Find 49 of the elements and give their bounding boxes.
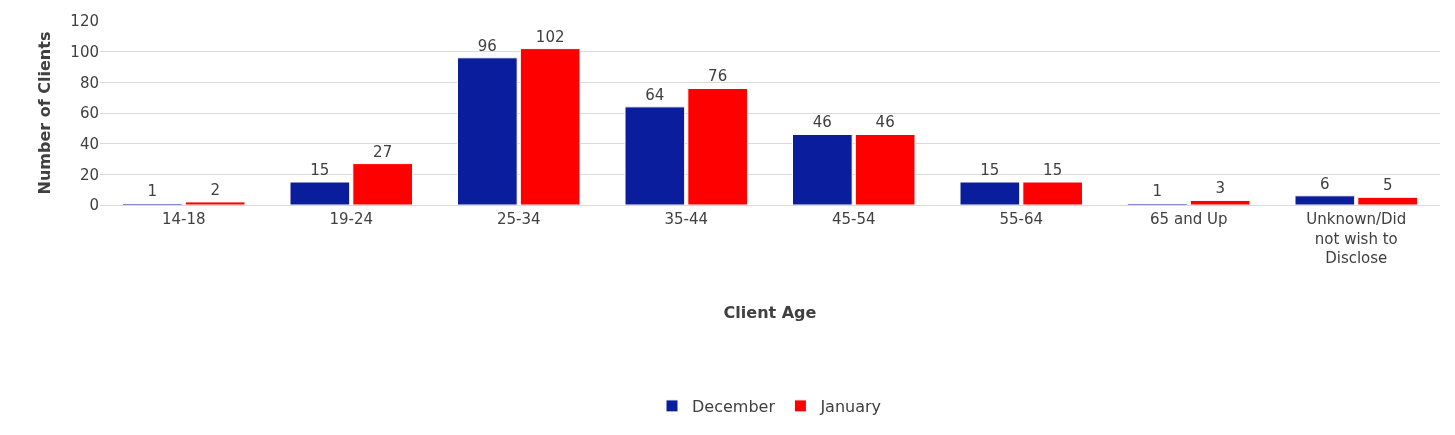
x-tick-label: 65 and Up [1150, 210, 1228, 228]
legend-label: January [819, 397, 882, 417]
y-tick-label: 0 [89, 196, 99, 215]
bar [1189, 199, 1251, 205]
data-label: 5 [1382, 176, 1393, 195]
bar [624, 106, 686, 205]
data-label: 6 [1320, 174, 1330, 193]
x-tick-label: 19-24 [329, 210, 374, 228]
data-label: 46 [812, 113, 832, 132]
x-axis-title: Client Age [723, 302, 817, 322]
data-label: 64 [645, 85, 665, 104]
x-tick-label: 25-34 [496, 210, 541, 228]
x-tick-label: 55-64 [999, 210, 1044, 228]
data-label: 2 [210, 180, 220, 199]
legend-label: December [692, 397, 776, 417]
bar [687, 87, 748, 205]
y-tick-label: 60 [79, 104, 99, 123]
y-tick-label: 100 [70, 42, 99, 61]
bar [352, 163, 413, 205]
data-label: 76 [708, 67, 728, 86]
bar [289, 181, 351, 205]
x-tick-label: 14-18 [161, 210, 206, 228]
y-tick-label: 80 [79, 73, 99, 92]
data-label: 46 [875, 113, 895, 132]
y-tick-label: 120 [70, 12, 99, 31]
data-label: 27 [373, 142, 393, 161]
bar [1294, 195, 1356, 205]
bar [184, 201, 246, 205]
x-tick-label: 45-54 [831, 210, 876, 228]
bar [792, 133, 853, 205]
bar [457, 57, 518, 205]
bar [519, 48, 581, 205]
bar [1022, 181, 1083, 205]
data-label: 1 [1152, 182, 1163, 201]
x-tick-label: 35-44 [664, 210, 709, 228]
data-label: 96 [477, 36, 497, 55]
data-label: 15 [980, 161, 1000, 179]
bar [959, 181, 1021, 205]
data-label: 15 [310, 161, 330, 179]
x-tick-label: Unknown/Did not wish to Disclose [1306, 210, 1407, 267]
data-label: 3 [1215, 179, 1225, 198]
data-label: 102 [535, 27, 565, 46]
bar [854, 133, 916, 205]
y-tick-label: 20 [79, 165, 99, 184]
data-label: 15 [1043, 161, 1063, 179]
y-axis-title: Number of Clients [35, 31, 55, 195]
bar [1357, 196, 1418, 205]
data-label: 1 [147, 182, 158, 201]
y-tick-label: 40 [79, 134, 99, 153]
